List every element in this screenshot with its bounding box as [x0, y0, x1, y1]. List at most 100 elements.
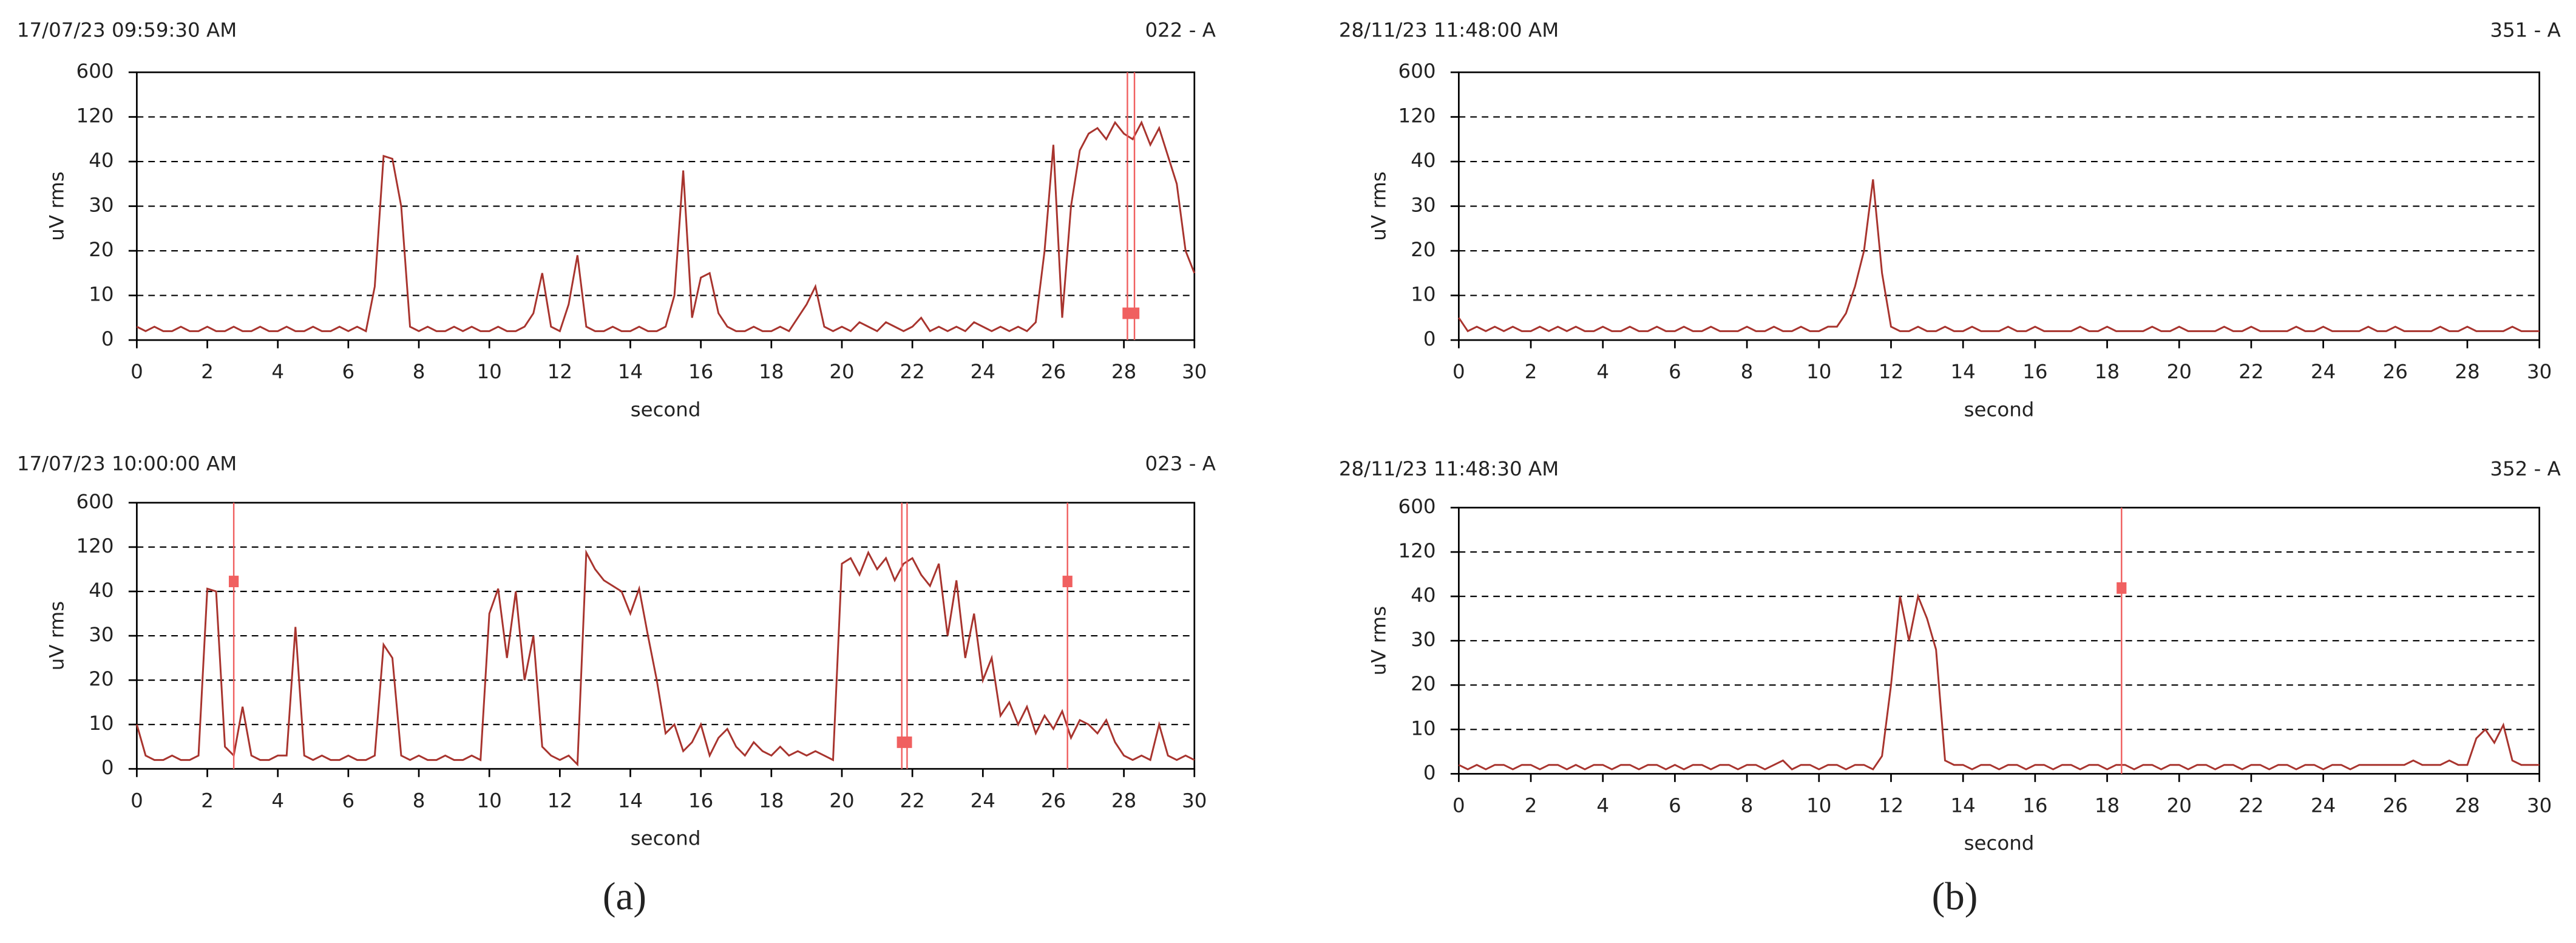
cursor-marker: [1062, 576, 1073, 588]
chart-subtitle: 023 - A: [1145, 452, 1216, 475]
x-tick-label: 26: [1041, 360, 1066, 383]
x-tick-label: 28: [2455, 794, 2479, 817]
x-tick-label: 10: [477, 789, 502, 812]
chart-subtitle: 022 - A: [1145, 18, 1216, 41]
x-tick-label: 22: [900, 360, 924, 383]
y-axis-label: uV rms: [46, 171, 69, 240]
x-tick-label: 16: [688, 789, 713, 812]
y-tick-label: 120: [1398, 104, 1436, 128]
signal-line: [1458, 179, 2540, 333]
x-tick-label: 20: [829, 789, 854, 812]
y-tick-label: 40: [89, 579, 114, 602]
y-tick-label: 10: [89, 712, 114, 735]
x-tick-label: 16: [2022, 794, 2047, 817]
x-tick-label: 30: [1182, 360, 1207, 383]
y-tick-label: 30: [1411, 628, 1435, 651]
x-tick-label: 0: [130, 789, 143, 812]
signal-line: [1458, 593, 2540, 771]
x-tick-label: 28: [1111, 789, 1136, 812]
x-tick-label: 18: [2095, 360, 2120, 383]
x-tick-label: 14: [618, 789, 643, 812]
plot-frame: [1458, 71, 2541, 341]
x-tick-label: 2: [1525, 360, 1537, 383]
y-tick-label: 10: [89, 283, 114, 306]
y-tick-label: 120: [76, 534, 114, 557]
chart-subtitle: 352 - A: [2490, 457, 2561, 480]
y-tick-label: 0: [101, 327, 114, 350]
x-tick-label: 16: [2022, 360, 2047, 383]
x-tick-label: 22: [900, 789, 924, 812]
y-axis-label: uV rms: [46, 601, 69, 670]
x-tick-label: 24: [971, 360, 995, 383]
x-tick-label: 12: [547, 789, 572, 812]
x-tick-label: 24: [2311, 794, 2336, 817]
x-tick-label: 22: [2239, 794, 2263, 817]
plot-frame: [1458, 506, 2541, 775]
y-tick-label: 30: [1411, 194, 1435, 217]
x-tick-label: 28: [2455, 360, 2479, 383]
cursor-marker: [2117, 582, 2127, 594]
x-tick-label: 14: [618, 360, 643, 383]
y-tick-label: 0: [1423, 327, 1436, 350]
x-tick-label: 28: [1111, 360, 1136, 383]
y-tick-label: 600: [76, 490, 114, 513]
x-axis-label: second: [1964, 832, 2035, 855]
x-tick-label: 20: [2167, 794, 2192, 817]
x-tick-label: 10: [1806, 794, 1831, 817]
x-axis-label: second: [631, 827, 701, 850]
y-tick-label: 10: [1411, 283, 1435, 306]
y-tick-label: 40: [1411, 584, 1435, 607]
y-tick-label: 600: [1398, 495, 1436, 518]
x-tick-label: 8: [413, 360, 425, 383]
x-tick-label: 6: [342, 789, 355, 812]
y-tick-label: 0: [1423, 761, 1436, 784]
x-tick-label: 24: [971, 789, 995, 812]
signal-line: [135, 549, 1195, 767]
y-tick-label: 40: [89, 149, 114, 172]
x-tick-label: 8: [1741, 794, 1754, 817]
y-tick-label: 20: [1411, 672, 1435, 695]
x-tick-label: 30: [2527, 360, 2552, 383]
y-tick-label: 600: [1398, 60, 1436, 83]
x-tick-label: 0: [1452, 360, 1465, 383]
cursor-marker: [897, 736, 912, 748]
x-tick-label: 4: [271, 360, 284, 383]
x-tick-label: 12: [1879, 794, 1903, 817]
x-tick-label: 24: [2311, 360, 2336, 383]
x-tick-label: 12: [547, 360, 572, 383]
y-tick-label: 10: [1411, 717, 1435, 740]
caption: (b): [1932, 875, 1978, 919]
x-tick-label: 4: [271, 789, 284, 812]
x-tick-label: 2: [201, 360, 214, 383]
x-tick-label: 14: [1951, 794, 1976, 817]
y-axis-label: uV rms: [1368, 606, 1391, 675]
cursor-marker: [1122, 307, 1140, 319]
x-tick-label: 22: [2239, 360, 2263, 383]
plot-frame: [136, 502, 1196, 770]
chart-title: 17/07/23 09:59:30 AM: [17, 18, 237, 41]
y-tick-label: 20: [1411, 238, 1435, 261]
x-tick-label: 18: [2095, 794, 2120, 817]
x-tick-label: 12: [1879, 360, 1903, 383]
x-tick-label: 18: [759, 789, 784, 812]
x-tick-label: 10: [1806, 360, 1831, 383]
chart-title: 17/07/23 10:00:00 AM: [17, 452, 237, 475]
y-tick-label: 20: [89, 238, 114, 261]
y-tick-label: 120: [76, 104, 114, 128]
x-tick-label: 30: [2527, 794, 2552, 817]
y-tick-label: 20: [89, 667, 114, 690]
signal-line: [136, 120, 1196, 333]
x-tick-label: 26: [2383, 794, 2408, 817]
x-tick-label: 6: [342, 360, 355, 383]
x-tick-label: 2: [1525, 794, 1537, 817]
x-tick-label: 0: [130, 360, 143, 383]
y-tick-label: 30: [89, 194, 114, 217]
cursor-marker: [228, 576, 239, 588]
x-tick-label: 4: [1596, 794, 1609, 817]
x-tick-label: 30: [1182, 789, 1207, 812]
x-tick-label: 18: [759, 360, 784, 383]
x-tick-label: 20: [829, 360, 854, 383]
x-tick-label: 8: [413, 789, 425, 812]
x-tick-label: 14: [1951, 360, 1976, 383]
caption: (a): [603, 875, 646, 919]
